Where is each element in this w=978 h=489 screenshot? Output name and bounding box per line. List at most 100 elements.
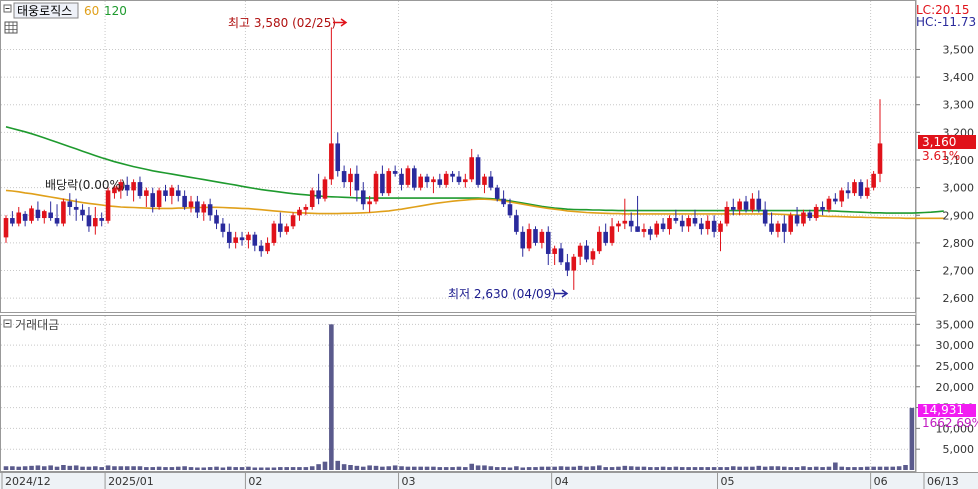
price-tick-label: 3,100 [943, 154, 975, 167]
candle-body [207, 204, 213, 216]
candle-body [762, 209, 768, 224]
volume-bar [112, 466, 117, 470]
candle-body [99, 218, 104, 221]
candle-body [482, 176, 487, 185]
candle-body [603, 231, 608, 243]
candle-body [246, 234, 251, 241]
volume-bar [118, 466, 124, 470]
time-axis-label: 06 [874, 475, 888, 488]
volume-bar [514, 466, 519, 470]
candle-body [597, 231, 602, 252]
volume-bar [303, 467, 309, 470]
volume-bar [660, 466, 666, 470]
volume-tag [918, 404, 976, 417]
candle-body [718, 223, 723, 232]
volume-bar [871, 466, 876, 470]
volume-bar [539, 466, 545, 470]
volume-bar [718, 467, 723, 470]
volume-bar [3, 466, 9, 470]
volume-bar [750, 466, 755, 470]
dividend-annotation: 배당락(0.00%) [45, 178, 126, 192]
candle-body [622, 220, 628, 224]
volume-bar [443, 467, 449, 470]
volume-bar [16, 466, 22, 470]
volume-bar [756, 465, 762, 470]
price-tick-label: 3,000 [943, 182, 975, 195]
candle-body [463, 179, 468, 183]
volume-bar [730, 466, 736, 470]
candle-body [188, 201, 194, 207]
volume-bar [22, 466, 28, 470]
volume-bar [348, 465, 353, 470]
volume-bar [616, 466, 621, 470]
candle-body [705, 220, 711, 230]
candle-body [10, 218, 15, 224]
volume-bar [648, 467, 653, 470]
volume-bar [890, 466, 896, 470]
candle-body [93, 218, 98, 227]
volume-bar [284, 467, 289, 470]
candle-body [405, 168, 411, 185]
volume-bar [788, 467, 793, 470]
volume-bar [437, 467, 443, 470]
volume-bar [839, 466, 845, 470]
volume-bar [169, 467, 175, 470]
volume-bar [801, 466, 806, 470]
volume-tag-value: 14,931 [922, 403, 964, 417]
volume-bars [3, 324, 915, 470]
volume-panel-frame [0, 315, 916, 472]
volume-bar [431, 466, 436, 470]
symbol-box[interactable] [13, 2, 79, 19]
candle-body [450, 173, 455, 177]
candle-body [852, 182, 857, 194]
volume-bar [577, 465, 583, 470]
volume-bar [188, 467, 194, 470]
lc-label: LC:20.15 [916, 3, 969, 17]
candle-body [807, 212, 813, 219]
volume-bar [195, 467, 200, 470]
candle-body [175, 190, 181, 196]
volume-bar [909, 407, 915, 470]
candle-body [271, 223, 277, 243]
volume-bar [597, 465, 602, 470]
candle-body [641, 229, 647, 232]
candle-body [112, 187, 117, 194]
time-axis-label: 02 [248, 475, 262, 488]
candle-body [628, 220, 634, 227]
volume-bar [769, 466, 774, 470]
table-icon[interactable] [4, 21, 18, 34]
candle-body [360, 190, 366, 205]
candle-body [431, 179, 436, 183]
volume-bar [182, 466, 187, 470]
candle-body [833, 198, 838, 202]
candle-body [877, 143, 883, 174]
volume-bar [424, 466, 430, 470]
volume-bar [475, 465, 481, 470]
candle-body [150, 193, 156, 207]
candle-body [616, 223, 621, 227]
volume-bar [635, 466, 640, 470]
candle-body [794, 215, 800, 224]
candle-body [488, 176, 494, 188]
volume-bar [705, 467, 711, 470]
candle-body [105, 190, 111, 221]
candle-body [648, 229, 653, 235]
candle-body [820, 206, 825, 210]
volume-bar [450, 467, 455, 470]
volume-bar [526, 467, 532, 470]
candle-body [424, 176, 430, 183]
candle-body [258, 245, 264, 252]
volume-bar [469, 463, 475, 470]
candle-body [571, 256, 577, 271]
volume-bar [418, 466, 423, 470]
candle-body [290, 215, 296, 227]
volume-bar [820, 467, 825, 470]
table-icon-grid [5, 22, 17, 33]
candle-body [3, 218, 9, 238]
candle-body [309, 190, 315, 207]
volume-bar [679, 467, 685, 470]
candle-body [692, 218, 698, 224]
volume-tick-label: 35,000 [936, 318, 975, 331]
candle-body [54, 218, 60, 224]
candle-body [367, 201, 372, 205]
